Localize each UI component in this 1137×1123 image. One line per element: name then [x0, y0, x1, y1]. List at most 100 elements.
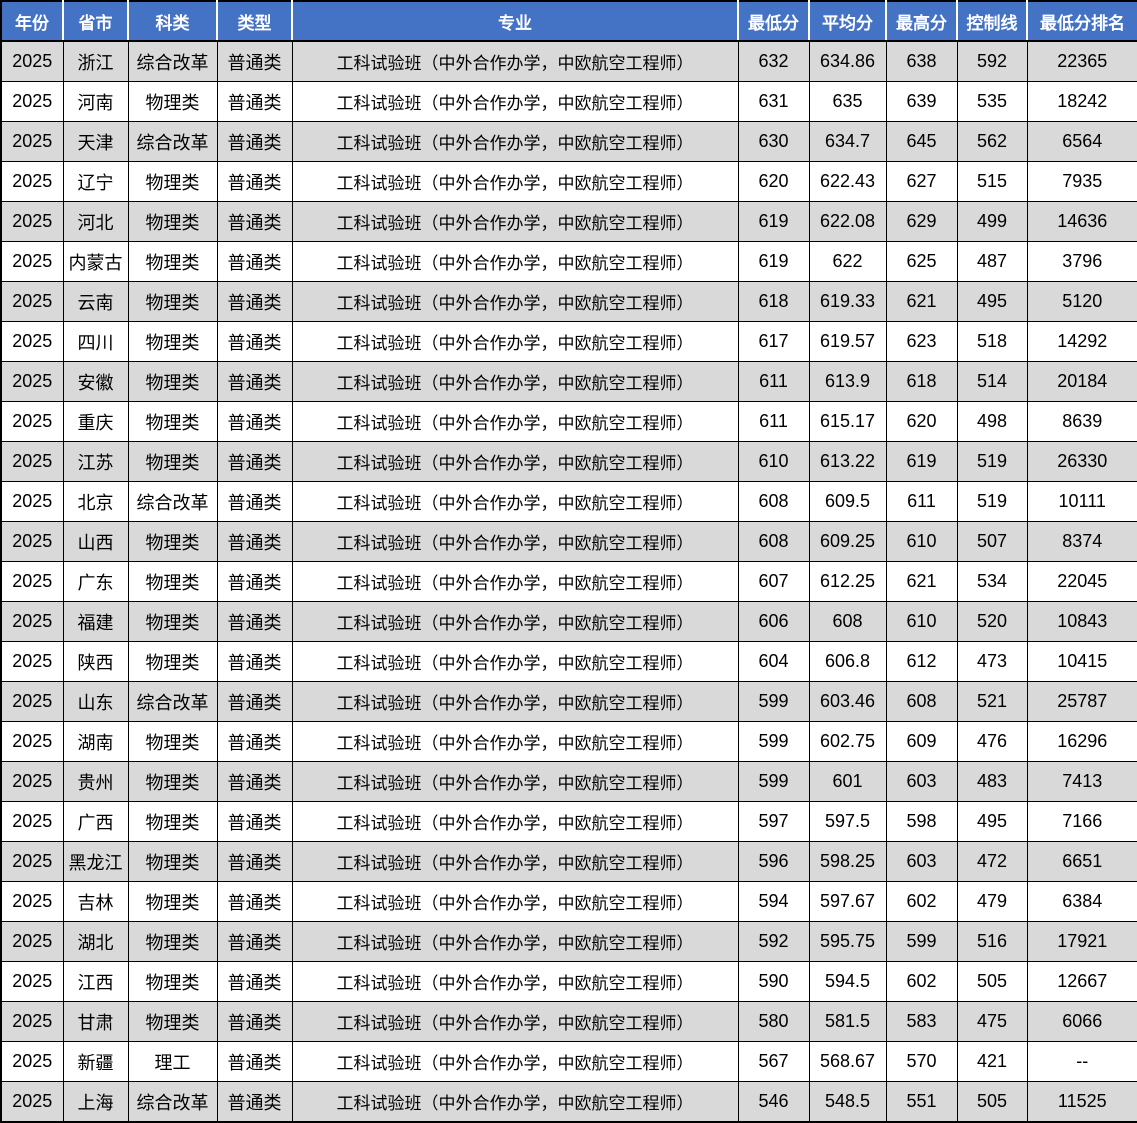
cell-avg-score: 635 [808, 81, 887, 122]
cell-control-line: 507 [956, 521, 1028, 562]
cell-province: 云南 [62, 281, 129, 322]
cell-major: 工科试验班（中外合作办学，中欧航空工程师） [291, 401, 739, 442]
column-header-control-line: 控制线 [957, 1, 1028, 42]
cell-max-score: 618 [885, 361, 958, 402]
cell-avg-score: 568.67 [808, 1041, 887, 1082]
cell-avg-score: 619.57 [808, 321, 887, 362]
cell-type: 普通类 [216, 281, 293, 322]
cell-max-score: 619 [885, 441, 958, 482]
cell-min-score-rank: 10843 [1026, 601, 1137, 642]
cell-subject-category: 物理类 [127, 641, 218, 682]
cell-province: 上海 [62, 1081, 129, 1123]
cell-type: 普通类 [216, 601, 293, 642]
table-row: 2025 云南 物理类 普通类 工科试验班（中外合作办学，中欧航空工程师） 618 619.… [0, 281, 1137, 322]
cell-major: 工科试验班（中外合作办学，中欧航空工程师） [291, 361, 739, 402]
cell-province: 安徽 [62, 361, 129, 402]
cell-subject-category: 物理类 [127, 321, 218, 362]
cell-max-score: 612 [885, 641, 958, 682]
cell-avg-score: 619.33 [808, 281, 887, 322]
cell-min-score-rank: 7413 [1026, 761, 1137, 802]
table-row: 2025 江苏 物理类 普通类 工科试验班（中外合作办学，中欧航空工程师） 610 613.… [0, 441, 1137, 482]
cell-major: 工科试验班（中外合作办学，中欧航空工程师） [291, 521, 739, 562]
cell-type: 普通类 [216, 401, 293, 442]
cell-min-score-rank: 16296 [1026, 721, 1137, 762]
cell-avg-score: 608 [808, 601, 887, 642]
cell-type: 普通类 [216, 681, 293, 722]
cell-type: 普通类 [216, 801, 293, 842]
table-row: 2025 重庆 物理类 普通类 工科试验班（中外合作办学，中欧航空工程师） 611 615.… [0, 401, 1137, 442]
cell-min-score-rank: 26330 [1026, 441, 1137, 482]
cell-subject-category: 物理类 [127, 241, 218, 282]
cell-control-line: 421 [956, 1041, 1028, 1082]
cell-min-score: 611 [737, 361, 810, 402]
cell-max-score: 551 [885, 1081, 958, 1123]
cell-min-score: 608 [737, 481, 810, 522]
cell-control-line: 535 [956, 81, 1028, 122]
cell-min-score-rank: 6384 [1026, 881, 1137, 922]
cell-type: 普通类 [216, 641, 293, 682]
cell-avg-score: 606.8 [808, 641, 887, 682]
cell-max-score: 583 [885, 1001, 958, 1042]
cell-min-score: 599 [737, 761, 810, 802]
cell-min-score-rank: 10111 [1026, 481, 1137, 522]
cell-subject-category: 物理类 [127, 1001, 218, 1042]
cell-year: 2025 [0, 641, 64, 682]
cell-min-score: 597 [737, 801, 810, 842]
cell-min-score: 632 [737, 40, 810, 82]
cell-subject-category: 物理类 [127, 601, 218, 642]
cell-province: 四川 [62, 321, 129, 362]
cell-year: 2025 [0, 561, 64, 602]
cell-type: 普通类 [216, 40, 293, 82]
cell-year: 2025 [0, 1041, 64, 1082]
cell-max-score: 609 [885, 721, 958, 762]
cell-max-score: 627 [885, 161, 958, 202]
cell-max-score: 603 [885, 761, 958, 802]
cell-control-line: 473 [956, 641, 1028, 682]
cell-year: 2025 [0, 601, 64, 642]
cell-year: 2025 [0, 841, 64, 882]
cell-province: 浙江 [62, 40, 129, 82]
cell-control-line: 476 [956, 721, 1028, 762]
cell-year: 2025 [0, 161, 64, 202]
cell-avg-score: 615.17 [808, 401, 887, 442]
cell-avg-score: 602.75 [808, 721, 887, 762]
cell-min-score: 619 [737, 241, 810, 282]
cell-year: 2025 [0, 801, 64, 842]
cell-subject-category: 物理类 [127, 161, 218, 202]
cell-province: 贵州 [62, 761, 129, 802]
cell-control-line: 505 [956, 1081, 1028, 1123]
table-row: 2025 吉林 物理类 普通类 工科试验班（中外合作办学，中欧航空工程师） 594 597.… [0, 881, 1137, 922]
cell-subject-category: 物理类 [127, 881, 218, 922]
cell-max-score: 610 [885, 601, 958, 642]
cell-major: 工科试验班（中外合作办学，中欧航空工程师） [291, 921, 739, 962]
cell-avg-score: 634.86 [808, 40, 887, 82]
cell-max-score: 623 [885, 321, 958, 362]
cell-min-score-rank: 7166 [1026, 801, 1137, 842]
cell-min-score-rank: 3796 [1026, 241, 1137, 282]
cell-subject-category: 物理类 [127, 721, 218, 762]
cell-year: 2025 [0, 121, 64, 162]
cell-avg-score: 597.67 [808, 881, 887, 922]
cell-subject-category: 物理类 [127, 401, 218, 442]
cell-min-score-rank: 11525 [1026, 1081, 1137, 1123]
cell-year: 2025 [0, 441, 64, 482]
cell-type: 普通类 [216, 121, 293, 162]
cell-major: 工科试验班（中外合作办学，中欧航空工程师） [291, 40, 739, 82]
table-row: 2025 甘肃 物理类 普通类 工科试验班（中外合作办学，中欧航空工程师） 580 581.… [0, 1001, 1137, 1042]
cell-subject-category: 综合改革 [127, 481, 218, 522]
cell-min-score: 630 [737, 121, 810, 162]
cell-max-score: 638 [885, 40, 958, 82]
cell-max-score: 639 [885, 81, 958, 122]
cell-major: 工科试验班（中外合作办学，中欧航空工程师） [291, 801, 739, 842]
table-row: 2025 浙江 综合改革 普通类 工科试验班（中外合作办学，中欧航空工程师） 632 634… [0, 40, 1137, 82]
cell-major: 工科试验班（中外合作办学，中欧航空工程师） [291, 321, 739, 362]
cell-major: 工科试验班（中外合作办学，中欧航空工程师） [291, 1001, 739, 1042]
cell-year: 2025 [0, 1001, 64, 1042]
cell-min-score-rank: 18242 [1026, 81, 1137, 122]
cell-year: 2025 [0, 81, 64, 122]
cell-max-score: 629 [885, 201, 958, 242]
cell-subject-category: 理工 [127, 1041, 218, 1082]
cell-control-line: 472 [956, 841, 1028, 882]
cell-province: 江西 [62, 961, 129, 1002]
cell-avg-score: 597.5 [808, 801, 887, 842]
